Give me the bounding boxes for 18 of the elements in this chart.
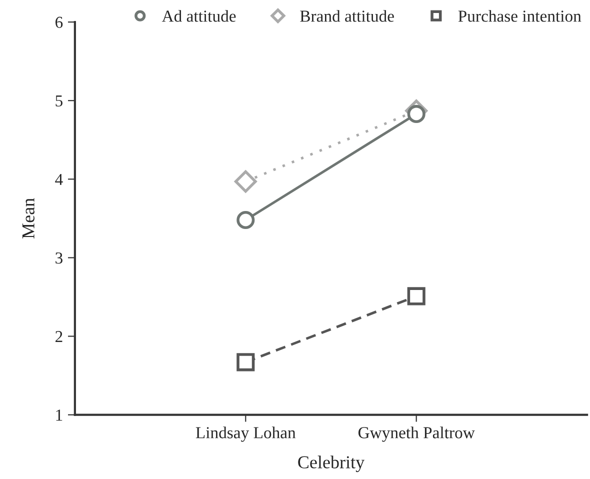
point bbox=[234, 170, 257, 193]
y-tick-label: 6 bbox=[56, 16, 63, 28]
y-tick-label: 5 bbox=[56, 95, 62, 107]
point bbox=[407, 287, 426, 306]
x-axis-title: Celebrity bbox=[298, 456, 365, 472]
x-tick-label: Gwyneth Paltrow bbox=[358, 426, 475, 442]
x-tick-label: Lindsay Lohan bbox=[196, 426, 296, 442]
point bbox=[407, 104, 426, 123]
legend-label: Purchase intention bbox=[458, 10, 582, 22]
point bbox=[236, 210, 255, 230]
y-axis-title: Mean bbox=[22, 198, 34, 238]
y-tick-label: 4 bbox=[55, 174, 63, 185]
y-tick-label: 2 bbox=[56, 331, 62, 342]
legend-label: Ad attitude bbox=[162, 10, 236, 22]
legend-label: Brand attitude bbox=[300, 10, 394, 22]
y-tick-label: 1 bbox=[56, 410, 62, 421]
point bbox=[236, 353, 255, 372]
y-tick-label: 3 bbox=[56, 252, 62, 264]
